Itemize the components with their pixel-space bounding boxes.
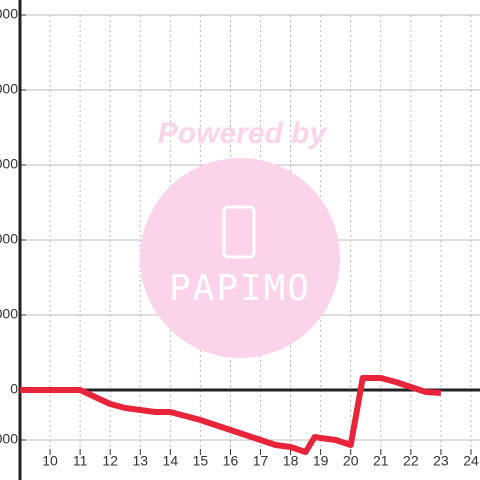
x-tick-label: 20 xyxy=(343,453,359,469)
x-tick-label: 19 xyxy=(313,453,329,469)
y-tick-label: 120,000 xyxy=(0,81,18,97)
x-tick-label: 23 xyxy=(433,453,449,469)
watermark-logo: PAPIMO xyxy=(169,268,311,309)
y-tick-label: 0 xyxy=(10,381,18,397)
watermark: Powered by PAPIMO xyxy=(140,117,340,358)
y-tick-label: -20,000 xyxy=(0,431,18,447)
x-tick-label: 24 xyxy=(463,453,479,469)
x-tick-label: 15 xyxy=(193,453,209,469)
x-tick-label: 10 xyxy=(42,453,58,469)
x-tick-label: 16 xyxy=(223,453,239,469)
x-tick-label: 22 xyxy=(403,453,419,469)
x-tick-label: 12 xyxy=(102,453,118,469)
x-tick-label: 11 xyxy=(73,453,88,469)
watermark-text: Powered by xyxy=(158,117,328,150)
watermark-icon xyxy=(222,205,256,259)
x-tick-label: 14 xyxy=(163,453,179,469)
line xyxy=(20,375,442,455)
x-tick-label: 17 xyxy=(253,453,269,469)
y-tick-label: 30,000 xyxy=(0,306,18,322)
y-tick-label: 150,000 xyxy=(0,6,18,22)
x-tick-label: 21 xyxy=(373,453,389,469)
y-tick-label: 90,000 xyxy=(0,156,18,172)
y-tick-label: 60,000 xyxy=(0,231,18,247)
x-tick-label: 13 xyxy=(132,453,148,469)
x-tick-label: 18 xyxy=(283,453,299,469)
